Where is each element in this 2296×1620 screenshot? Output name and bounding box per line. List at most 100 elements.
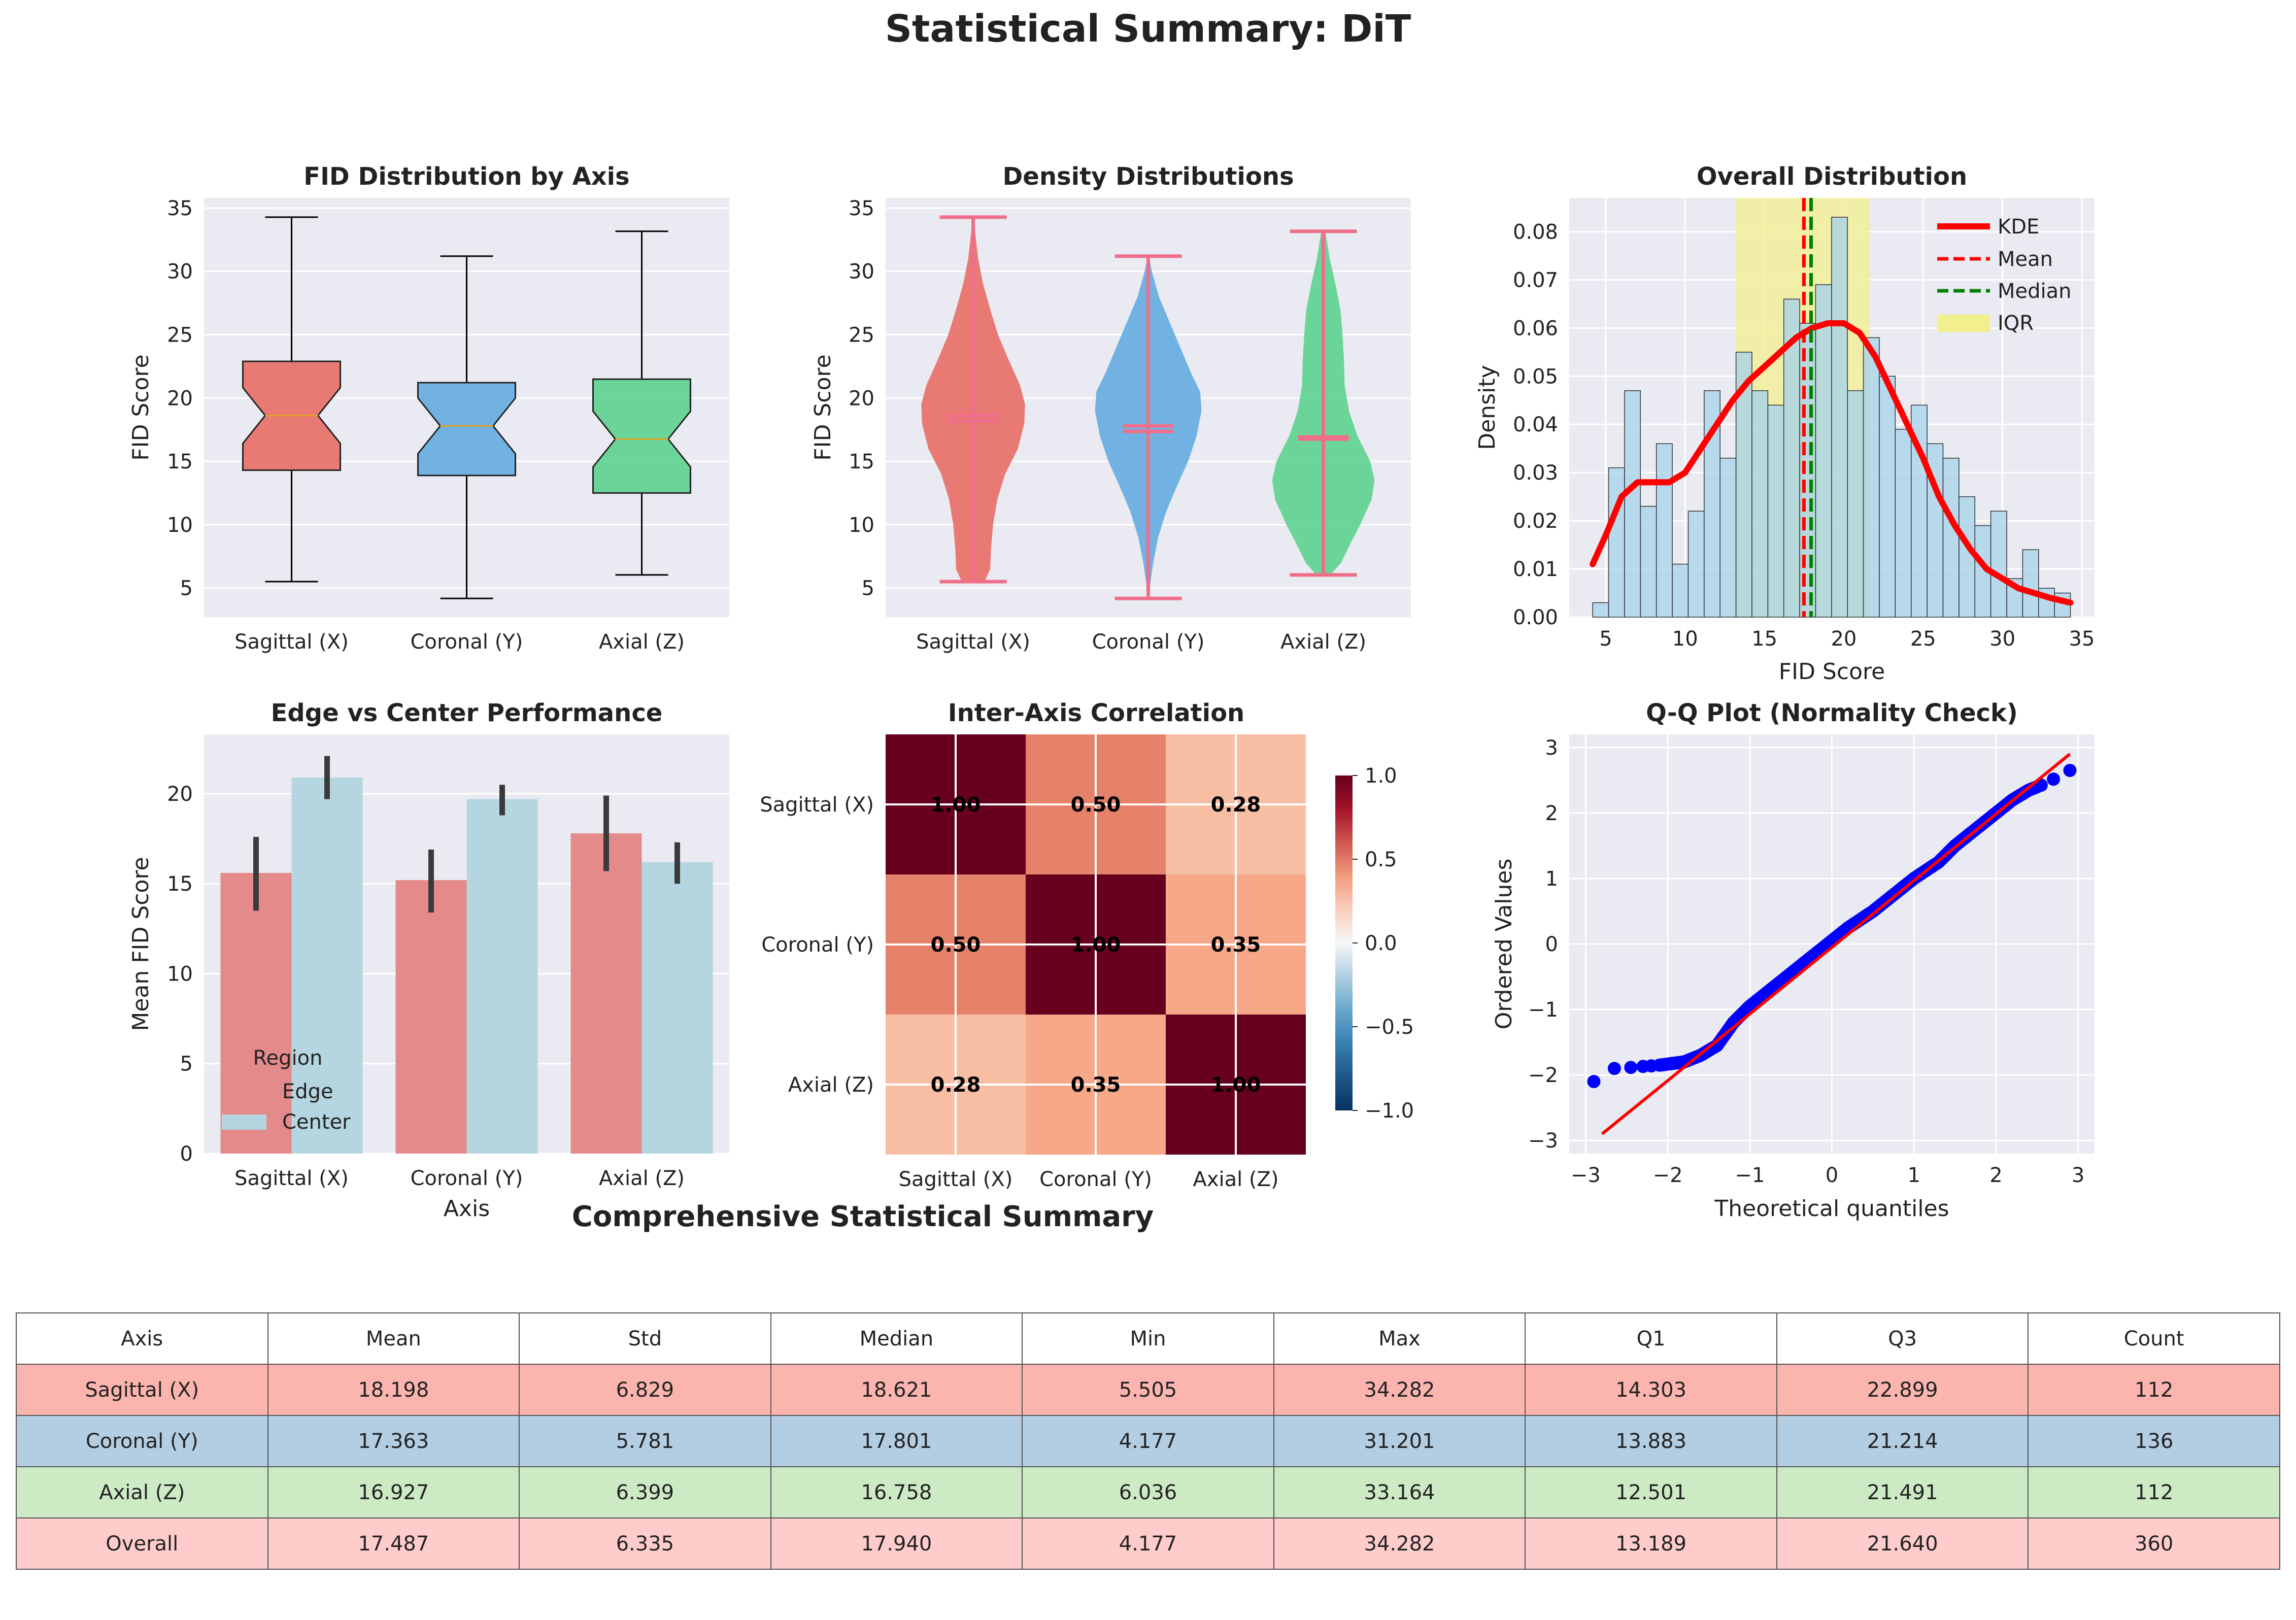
panel-title: Q-Q Plot (Normality Check): [1646, 699, 2018, 727]
table-cell: 112: [2028, 1466, 2280, 1518]
y-tick-label: 0: [180, 1142, 193, 1166]
x-tick-label: 15: [1751, 627, 1777, 651]
box-plot-panel: 5 10 15 20 25 30 35 FID Distribution by Axis FID…: [128, 162, 729, 654]
histogram-bar: [1624, 390, 1641, 618]
qq-point: [2047, 772, 2061, 786]
colorbar: [1335, 775, 1353, 1110]
bar: [395, 880, 467, 1154]
cell-value-label: 1.00: [931, 793, 981, 817]
x-tick-label: Sagittal (X): [234, 630, 349, 654]
histogram-bar: [1799, 323, 1816, 618]
table-cell: 21.640: [1776, 1517, 2029, 1570]
cell-value-label: 0.50: [931, 933, 981, 957]
panel-title: Overall Distribution: [1697, 162, 1967, 191]
y-tick-label: 0.04: [1513, 413, 1558, 436]
histogram-bar: [1815, 284, 1832, 618]
cell-value-label: 1.00: [1071, 933, 1121, 957]
y-tick-label: −2: [1528, 1064, 1558, 1087]
colorbar-tick-label: 0.5: [1365, 848, 1397, 871]
box-2: [592, 230, 691, 576]
table-header-cell: Median: [770, 1312, 1023, 1365]
y-tick-label: 0.01: [1513, 558, 1558, 581]
cell-value-label: 0.28: [1211, 793, 1261, 817]
bar: [466, 799, 538, 1154]
legend-label: Edge: [282, 1080, 333, 1103]
kde-curve: [1590, 320, 2074, 606]
x-tick-label: Sagittal (X): [916, 630, 1030, 654]
histogram-bar: [1656, 443, 1673, 618]
table-cell: 360: [2028, 1517, 2280, 1570]
x-axis-label: Axis: [444, 1196, 490, 1222]
x-axis-label: Theoretical quantiles: [1714, 1196, 1949, 1222]
legend-label: Median: [1998, 280, 2072, 303]
table-title: Comprehensive Statistical Summary: [572, 1200, 1154, 1233]
table-cell: 4.177: [1022, 1517, 1274, 1570]
table-cell: 6.829: [519, 1364, 771, 1416]
notched-box: [417, 382, 516, 477]
table-cell: 34.282: [1273, 1517, 1526, 1570]
table-cell: 33.164: [1273, 1466, 1526, 1518]
column-label: Coronal (Y): [1039, 1168, 1152, 1191]
table-cell: 34.282: [1273, 1364, 1526, 1416]
box-1: [417, 255, 516, 599]
histogram-bar: [1990, 511, 2007, 618]
qq-point: [1587, 1075, 1601, 1088]
violin-0: [921, 215, 1025, 584]
qq-plot-panel: −3 −2 −1 0 1 2 3 −3 −2 −1 0 1 2 3 Q-Q Plot (Normality …: [1491, 699, 2095, 1222]
x-tick-label: −1: [1735, 1164, 1765, 1187]
legend-label: Mean: [1998, 248, 2053, 271]
y-tick-label: 20: [167, 783, 193, 806]
qq-point: [2063, 764, 2077, 777]
table-cell: 17.940: [770, 1517, 1023, 1570]
table-header-cell: Mean: [267, 1312, 520, 1365]
x-tick-label: 1: [1907, 1164, 1920, 1187]
table-cell: 6.036: [1022, 1466, 1274, 1518]
edge-center-bar-panel: 0 5 10 15 20 Edge vs Center Performance Mean F…: [128, 699, 729, 1222]
y-tick-label: 30: [167, 260, 193, 284]
histogram-bar: [1895, 428, 1912, 618]
bar-series-1: [291, 756, 713, 1154]
y-tick-label: 0.06: [1513, 317, 1558, 340]
bar-series-0: [220, 795, 642, 1154]
cell-value-label: 1.00: [1211, 1073, 1261, 1097]
x-tick-label: Sagittal (X): [234, 1167, 349, 1190]
y-tick-label: 3: [1545, 736, 1558, 760]
x-tick-label: −2: [1653, 1164, 1683, 1187]
y-tick-label: 10: [167, 962, 193, 986]
table-cell: 22.899: [1776, 1364, 2029, 1416]
y-tick-label: 35: [167, 197, 193, 220]
x-tick-label: 30: [1989, 627, 2015, 651]
y-tick-label: 0.05: [1513, 365, 1558, 388]
table-header-cell: Axis: [16, 1312, 268, 1365]
y-tick-label: 2: [1545, 802, 1558, 825]
y-axis-label: Ordered Values: [1491, 859, 1517, 1030]
legend-swatch-edge: [222, 1084, 266, 1099]
cell-value-label: 0.50: [1071, 793, 1121, 817]
histogram-bar: [2022, 549, 2039, 618]
histogram-bar: [1751, 390, 1769, 618]
box-0: [242, 216, 341, 583]
x-tick-label: 20: [1831, 627, 1856, 651]
y-tick-label: 35: [849, 197, 874, 220]
histogram-panel: 0.00 0.01 0.02 0.03 0.04 0.05 0.06 0.07 0.08 5 10 1…: [1474, 162, 2095, 685]
y-tick-label: 25: [167, 324, 193, 347]
column-label: Axial (Z): [1193, 1168, 1278, 1191]
y-axis-label: Density: [1474, 365, 1500, 450]
table-row: Coronal (Y) 17.363 5.781 17.801 4.177 31.201 1…: [16, 1415, 2280, 1467]
y-tick-label: −1: [1528, 998, 1558, 1022]
table-cell: 16.758: [770, 1466, 1023, 1518]
violin-2: [1272, 229, 1375, 577]
histogram-bar: [1672, 563, 1689, 618]
histogram-bar: [1942, 457, 1960, 618]
cell-value-label: 0.35: [1071, 1073, 1121, 1097]
y-tick-label: 1: [1545, 867, 1558, 891]
legend-label: Center: [282, 1110, 351, 1134]
table-cell: 5.505: [1022, 1364, 1274, 1416]
table-cell: Axial (Z): [16, 1466, 268, 1518]
y-axis-label: FID Score: [810, 354, 836, 460]
colorbar-tick-label: 0.0: [1365, 932, 1397, 955]
y-tick-label: 15: [849, 450, 874, 474]
table-header-cell: Std: [519, 1312, 771, 1365]
table-cell: 6.399: [519, 1466, 771, 1518]
y-tick-label: 5: [180, 1053, 193, 1076]
